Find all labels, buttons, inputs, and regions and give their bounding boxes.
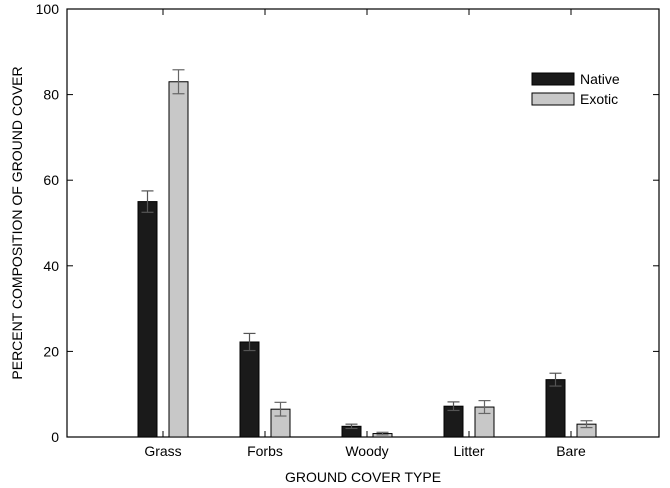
error-bar-native-litter [447,401,460,412]
error-bar-exotic-forbs [274,401,287,417]
x-axis-title: GROUND COVER TYPE [285,469,441,485]
x-tick-label-litter: Litter [453,443,484,459]
legend-swatch-exotic [531,92,575,106]
bar-native-bare [545,379,566,438]
error-bar-exotic-grass [172,69,185,95]
error-bar-native-grass [141,190,154,213]
error-bar-exotic-woody [376,431,389,436]
x-tick-label-woody: Woody [345,443,388,459]
y-tick-label-3: 60 [43,172,59,188]
axis-ticks: 0 20 40 60 80 100 Grass Forbs Woody Litter Bare [36,1,659,459]
y-axis-title-group: PERCENT COMPOSITION OF GROUND COVER [9,66,25,379]
error-bar-exotic-litter [478,400,491,415]
y-tick-label-4: 80 [43,87,59,103]
legend: Native Exotic [531,71,620,107]
x-tick-label-forbs: Forbs [247,443,283,459]
bar-exotic-grass [168,81,189,438]
y-tick-label-5: 100 [36,1,60,17]
y-axis-title: PERCENT COMPOSITION OF GROUND COVER [9,66,25,379]
y-tick-label-0: 0 [51,429,59,445]
legend-swatch-native [531,72,575,86]
error-bar-native-woody [345,423,358,430]
y-tick-label-1: 20 [43,343,59,359]
error-bar-native-bare [549,372,562,387]
error-bar-native-forbs [243,332,256,352]
error-bar-exotic-bare [580,420,593,429]
bar-native-grass [137,201,158,438]
y-tick-label-2: 40 [43,258,59,274]
legend-label-exotic: Exotic [580,91,618,107]
x-tick-label-bare: Bare [556,443,586,459]
plot-frame [66,8,660,438]
legend-label-native: Native [580,71,620,87]
bars [137,69,597,438]
x-tick-label-grass: Grass [144,443,181,459]
bar-native-forbs [239,341,260,438]
